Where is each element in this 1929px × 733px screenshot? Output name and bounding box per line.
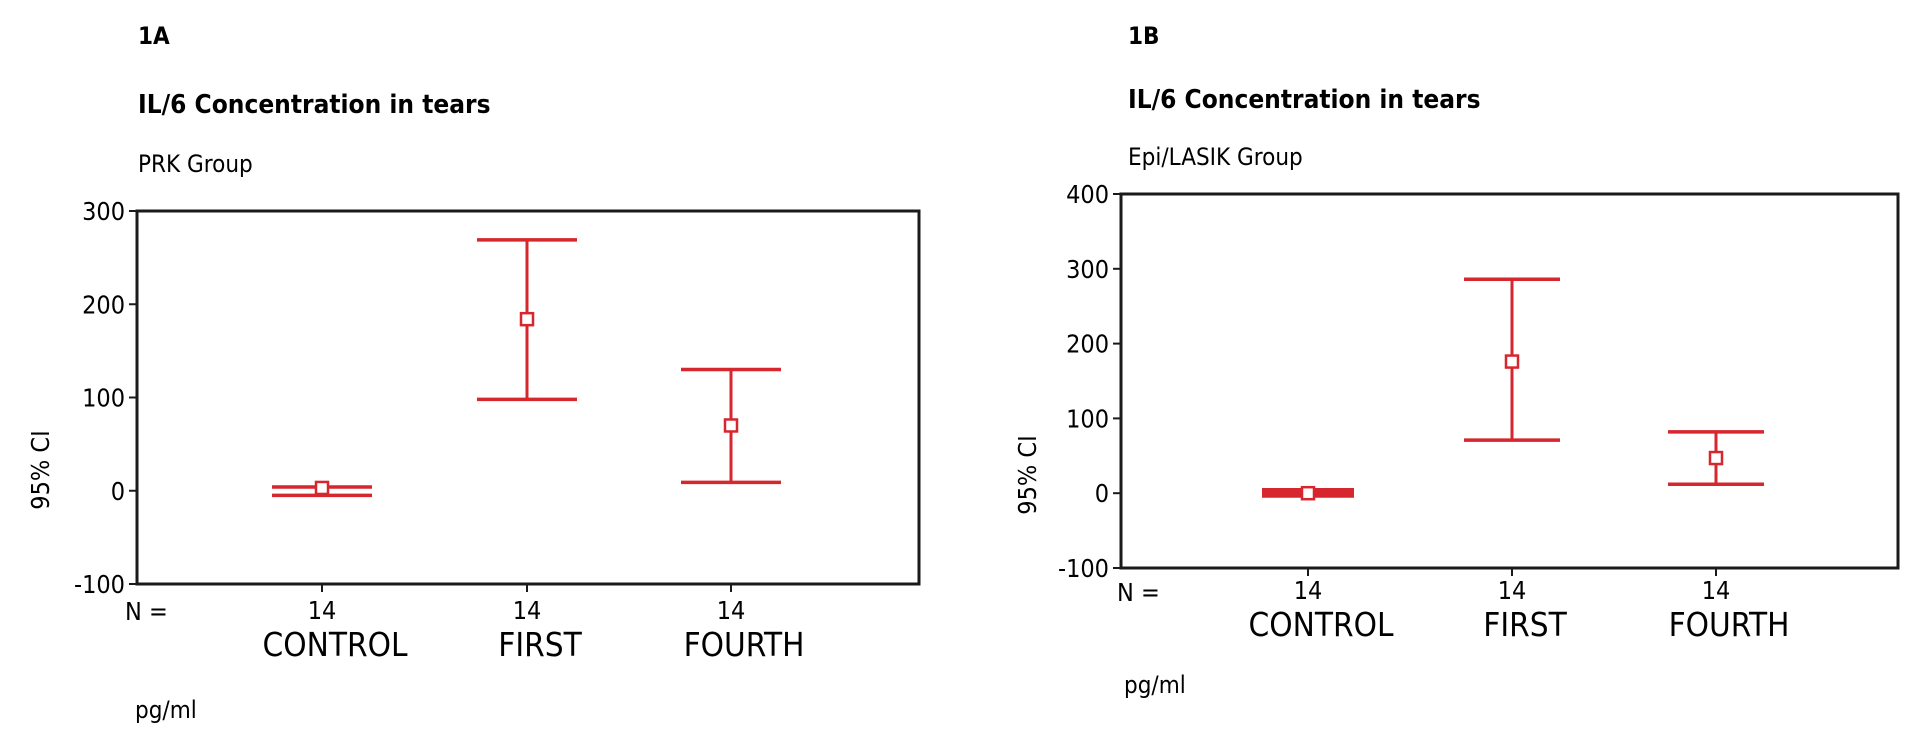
chart-subtitle-1a: PRK Group	[138, 150, 253, 178]
n-label-1b: N =	[1117, 578, 1160, 607]
y-tick-label: 0	[1095, 479, 1109, 508]
mean-marker	[1708, 450, 1724, 466]
n-value: 14	[717, 596, 746, 625]
mean-marker	[723, 418, 739, 433]
plot-area-1b: -100010020030040014CONTROL14FIRST14FOURT…	[1058, 180, 1900, 644]
category-label: FIRST	[1483, 605, 1567, 644]
mean-marker	[314, 480, 330, 496]
category-label: FOURTH	[1669, 605, 1790, 644]
category-label: CONTROL	[1249, 605, 1394, 644]
n-value: 14	[1702, 576, 1731, 605]
y-tick-label: 300	[1066, 255, 1109, 284]
n-value: 14	[513, 596, 542, 625]
chart-title-1b: IL/6 Concentration in tears	[1128, 85, 1481, 115]
mean-marker	[1504, 354, 1520, 369]
mean-marker	[1300, 485, 1316, 501]
y-tick-label: 400	[1066, 180, 1109, 209]
y-tick-label: -100	[74, 570, 125, 599]
chart-title-1a: IL/6 Concentration in tears	[138, 90, 491, 120]
plot-frame	[1119, 192, 1900, 570]
y-tick-label: 200	[1066, 330, 1109, 359]
y-tick-label: 100	[82, 384, 125, 413]
panel-1b: 1B IL/6 Concentration in tears Epi/LASIK…	[1013, 22, 1900, 699]
n-value: 14	[1498, 576, 1527, 605]
y-axis-label-1a: 95% CI	[26, 430, 55, 509]
unit-label-1b: pg/ml	[1124, 671, 1186, 699]
y-tick-label: 200	[82, 290, 125, 319]
y-axis-label-1b: 95% CI	[1013, 435, 1042, 514]
category-label: CONTROL	[263, 625, 408, 664]
chart-subtitle-1b: Epi/LASIK Group	[1128, 143, 1303, 171]
panel-label-1a: 1A	[138, 22, 170, 50]
y-tick-label: 0	[111, 477, 125, 506]
panel-label-1b: 1B	[1128, 22, 1159, 50]
unit-label-1a: pg/ml	[135, 696, 197, 724]
category-label: FIRST	[498, 625, 582, 664]
n-value: 14	[308, 596, 337, 625]
y-tick-label: -100	[1058, 554, 1109, 583]
panel-1a: 1A IL/6 Concentration in tears PRK Group…	[26, 22, 921, 724]
n-label-1a: N =	[125, 597, 168, 626]
y-tick-label: 300	[82, 197, 125, 226]
category-label: FOURTH	[684, 625, 805, 664]
mean-marker	[519, 311, 535, 327]
y-tick-label: 100	[1066, 404, 1109, 433]
n-value: 14	[1294, 576, 1323, 605]
